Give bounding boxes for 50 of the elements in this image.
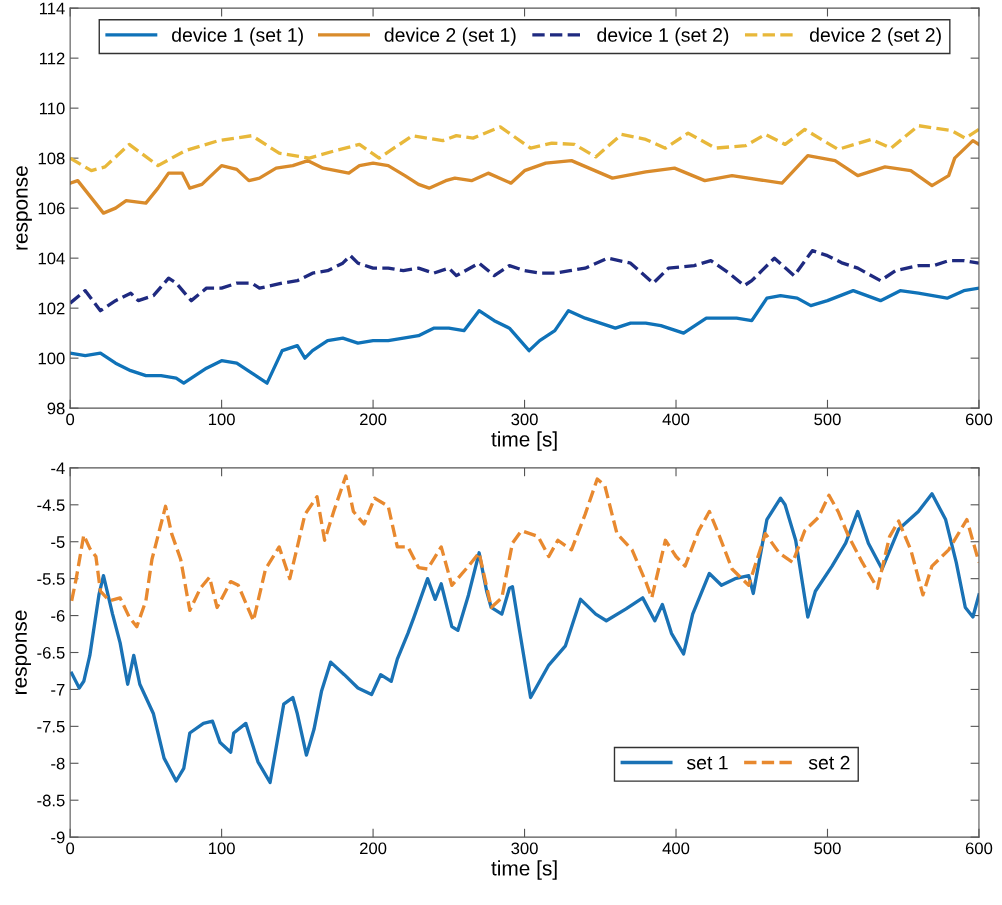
y-tick-label: -6.5 bbox=[37, 646, 65, 659]
y-tick-label: -7 bbox=[51, 684, 65, 696]
x-axis-title: time [s] bbox=[491, 860, 557, 880]
line-series bbox=[70, 474, 979, 629]
y-tick-label: -8.5 bbox=[37, 794, 65, 807]
y-axis-title: response bbox=[15, 610, 32, 694]
y-tick-label: -5.5 bbox=[37, 573, 65, 585]
line-series bbox=[70, 123, 979, 173]
y-tick-label: -6 bbox=[51, 609, 65, 622]
y-tick-label: -7.5 bbox=[37, 720, 65, 733]
y-axis-title: response bbox=[16, 166, 32, 250]
y-tick-label: 98 bbox=[47, 402, 65, 415]
y-tick-label: 108 bbox=[38, 152, 65, 165]
y-tick-label: 112 bbox=[39, 52, 65, 65]
legend-label: device 1 (set 1) bbox=[172, 27, 303, 46]
legend-label: device 2 (set 2) bbox=[809, 27, 941, 46]
x-tick-label: 400 bbox=[662, 842, 690, 855]
y-tick-label: -5 bbox=[51, 536, 65, 548]
x-tick-label: 300 bbox=[511, 413, 538, 426]
y-tick-label: -4.5 bbox=[37, 499, 65, 512]
y-tick-label: 110 bbox=[39, 102, 65, 115]
x-tick-label: 400 bbox=[662, 413, 690, 426]
y-tick-label: -4 bbox=[51, 462, 65, 474]
x-tick-label: 100 bbox=[208, 413, 235, 426]
x-tick-label: 0 bbox=[66, 413, 75, 426]
legend-label: set 2 bbox=[808, 755, 850, 770]
legend-label: device 1 (set 2) bbox=[597, 27, 729, 46]
x-tick-label: 500 bbox=[814, 842, 841, 855]
y-tick-label: -8 bbox=[51, 757, 65, 770]
x-tick-label: 500 bbox=[814, 413, 841, 426]
x-tick-label: 300 bbox=[511, 842, 538, 855]
x-tick-label: 200 bbox=[360, 413, 387, 426]
x-axis-title: time [s] bbox=[491, 431, 557, 451]
line-series bbox=[70, 138, 979, 215]
legend-label: set 1 bbox=[686, 755, 728, 770]
y-tick-label: 102 bbox=[38, 302, 65, 315]
y-tick-label: 104 bbox=[38, 252, 65, 265]
y-tick-label: 106 bbox=[38, 202, 65, 215]
line-series bbox=[70, 492, 979, 785]
x-tick-label: 0 bbox=[66, 842, 75, 855]
line-series bbox=[70, 286, 979, 385]
x-tick-label: 600 bbox=[965, 413, 993, 426]
legend-label: device 2 (set 1) bbox=[384, 27, 516, 46]
x-tick-label: 100 bbox=[208, 842, 235, 855]
y-tick-label: 114 bbox=[39, 2, 65, 15]
y-tick-label: -9 bbox=[51, 831, 65, 844]
line-series bbox=[70, 248, 979, 313]
x-tick-label: 600 bbox=[965, 842, 993, 855]
x-tick-label: 200 bbox=[360, 842, 387, 855]
y-tick-label: 100 bbox=[38, 352, 65, 365]
